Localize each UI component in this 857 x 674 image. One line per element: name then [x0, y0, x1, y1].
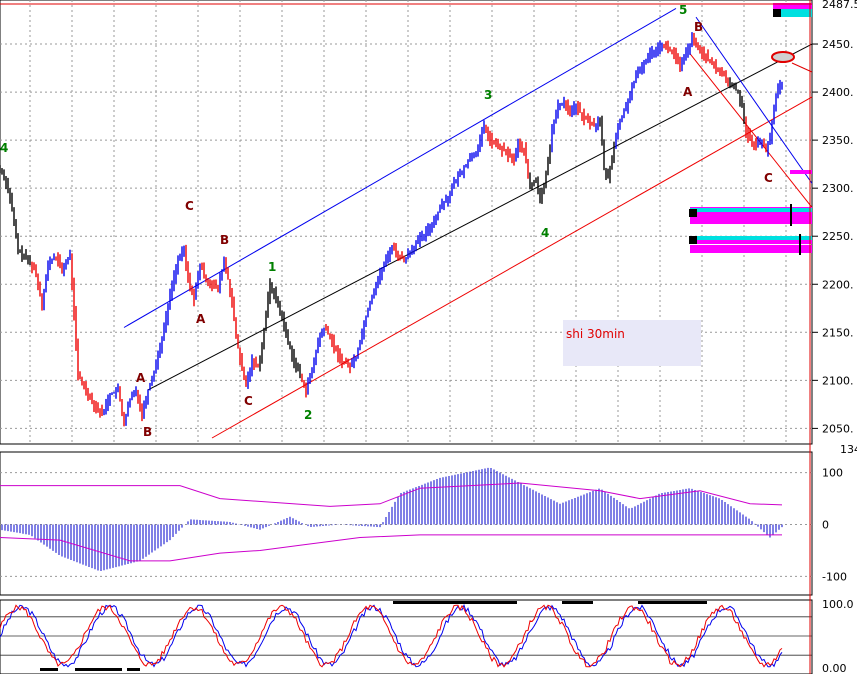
oscillator-marker [40, 668, 58, 671]
oscillator-marker [127, 668, 140, 671]
oscillator-y-axis: 100.0 0.00 [822, 598, 854, 674]
price-tick-label: 2350. [822, 134, 854, 147]
oscillator-lines [0, 601, 783, 671]
wave-label: 2 [304, 408, 312, 422]
histogram-y-axis: 134 100 0 -100 [822, 443, 857, 583]
wave-label: C [185, 199, 194, 213]
wave-label: C [244, 394, 253, 408]
oscillator-k-line [0, 603, 783, 668]
histogram-band [0, 534, 782, 562]
oscillator-panel [0, 599, 813, 674]
wave-label: 1 [268, 260, 276, 274]
price-tick-label: 2400. [822, 86, 854, 99]
oscillator-d-line [0, 604, 783, 668]
oscillator-tick-label: 0.00 [822, 662, 847, 674]
chart-title: shi 30min [566, 327, 625, 341]
price-tick-label: 2300. [822, 182, 854, 195]
price-tick-label: 2250. [822, 230, 854, 243]
wave-label: B [143, 425, 152, 439]
oscillator-grid [0, 616, 812, 656]
oscillator-marker [393, 601, 517, 604]
price-tick-label: 2100. [822, 374, 854, 387]
channel-line [123, 8, 677, 328]
price-tick-label: 2450. [822, 38, 854, 51]
channel-line [689, 53, 813, 208]
histogram-bars [1, 467, 783, 571]
channel-line [211, 96, 813, 439]
price-grid [0, 0, 812, 444]
wave-label: A [196, 312, 206, 326]
histogram-panel [0, 451, 813, 596]
oscillator-marker [562, 601, 593, 604]
histogram-axis-top-label: 134 [840, 443, 857, 456]
histogram-tick-label: 0 [822, 519, 829, 532]
histogram-tick-label: -100 [822, 570, 847, 583]
histogram-bands [0, 482, 783, 562]
histogram-tick-label: 100 [822, 467, 843, 480]
wave-label: 5 [679, 3, 687, 17]
channel-line [695, 16, 813, 184]
oscillator-marker [75, 668, 122, 671]
channel-line [147, 43, 813, 391]
chart-title-box [563, 320, 701, 366]
oscillator-marker [638, 601, 707, 604]
price-channels [123, 8, 813, 439]
oscillator-tick-label: 100.0 [822, 598, 854, 611]
wave-label: B [694, 20, 703, 34]
wave-label: A [136, 371, 146, 385]
price-y-axis: 2487.5 2450. 2400. 2350. 2300. 2250. 2200. 215… [812, 0, 857, 435]
price-candles [0, 32, 783, 427]
price-panel [0, 0, 813, 445]
histogram-band [0, 482, 783, 507]
projection-bars [689, 3, 813, 255]
price-axis-top-label: 2487.5 [822, 0, 857, 11]
wave-label: B [220, 233, 229, 247]
wave-label: C [764, 171, 773, 185]
price-tick-label: 2050. [822, 422, 854, 435]
wave-label: 4 [541, 226, 549, 240]
price-tick-label: 2150. [822, 326, 854, 339]
wave-label: A [683, 85, 693, 99]
price-tick-label: 2200. [822, 278, 854, 291]
wave-label: 4 [0, 141, 8, 155]
wave-label: 3 [484, 88, 492, 102]
